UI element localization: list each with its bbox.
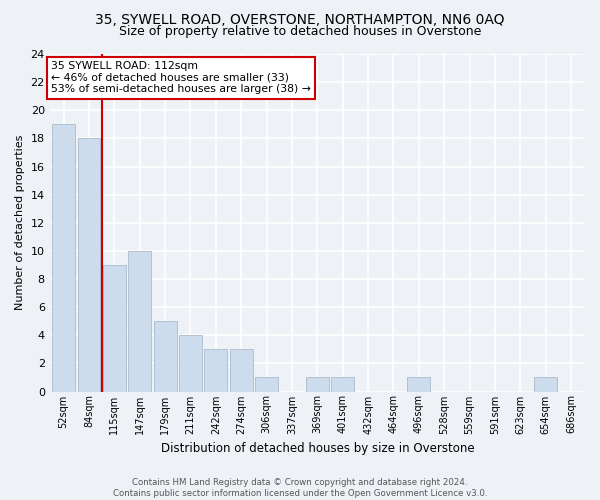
- Bar: [407, 378, 430, 392]
- Bar: [128, 251, 151, 392]
- Text: Contains HM Land Registry data © Crown copyright and database right 2024.
Contai: Contains HM Land Registry data © Crown c…: [113, 478, 487, 498]
- Bar: [255, 378, 278, 392]
- Text: 35 SYWELL ROAD: 112sqm
← 46% of detached houses are smaller (33)
53% of semi-det: 35 SYWELL ROAD: 112sqm ← 46% of detached…: [51, 61, 311, 94]
- Text: 35, SYWELL ROAD, OVERSTONE, NORTHAMPTON, NN6 0AQ: 35, SYWELL ROAD, OVERSTONE, NORTHAMPTON,…: [95, 12, 505, 26]
- Bar: [52, 124, 75, 392]
- Text: Size of property relative to detached houses in Overstone: Size of property relative to detached ho…: [119, 25, 481, 38]
- Bar: [331, 378, 354, 392]
- Y-axis label: Number of detached properties: Number of detached properties: [15, 135, 25, 310]
- Bar: [77, 138, 100, 392]
- Bar: [534, 378, 557, 392]
- Bar: [103, 265, 126, 392]
- Bar: [230, 350, 253, 392]
- X-axis label: Distribution of detached houses by size in Overstone: Distribution of detached houses by size …: [161, 442, 474, 455]
- Bar: [179, 336, 202, 392]
- Bar: [154, 321, 176, 392]
- Bar: [306, 378, 329, 392]
- Bar: [205, 350, 227, 392]
